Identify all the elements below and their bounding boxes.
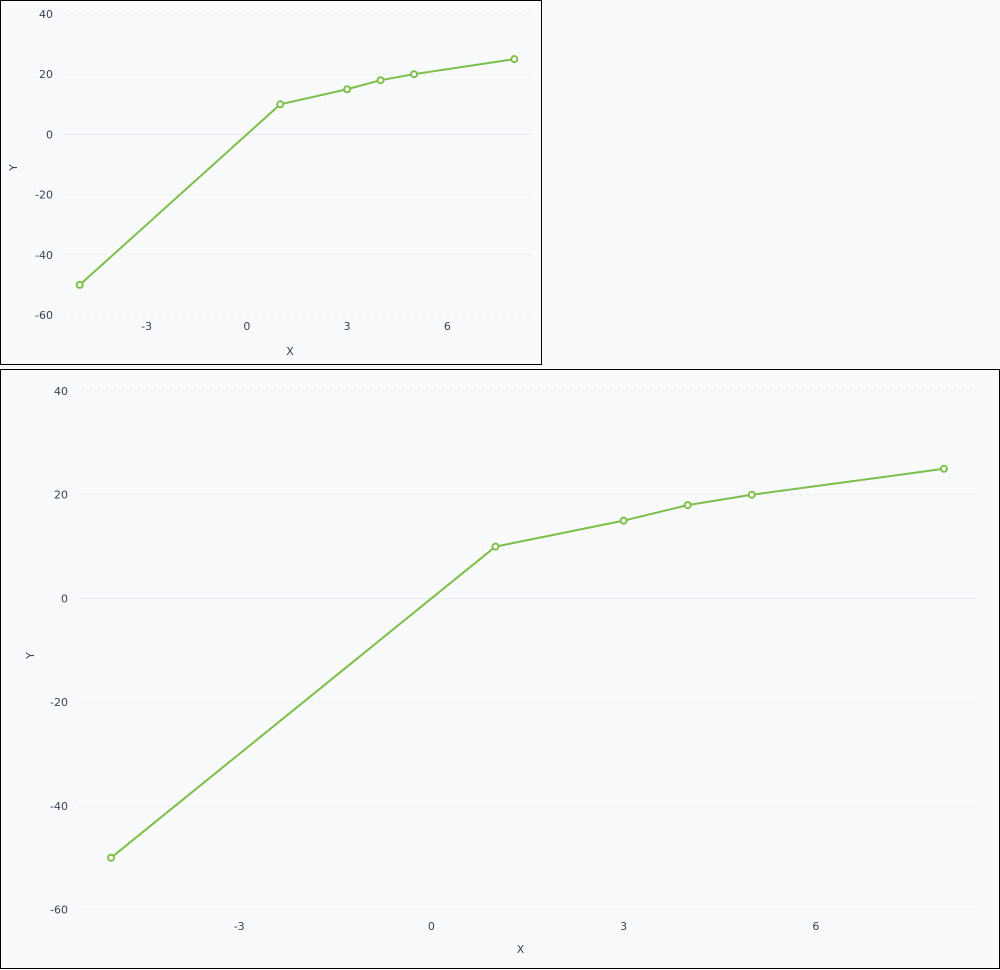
top-data-point[interactable]: [376, 76, 385, 85]
bottom-series-line: [110, 467, 945, 859]
bottom-x-tick-label: 3: [620, 920, 627, 933]
bottom-x-tick-label: 6: [812, 920, 819, 933]
top-x-tick-label: -3: [141, 320, 152, 333]
top-series-line: [78, 58, 516, 286]
bottom-x-axis-label: X: [517, 943, 525, 956]
top-y-tick-label: 0: [46, 128, 53, 141]
bottom-x-tick-label: -3: [234, 920, 245, 933]
bottom-y-tick-label: 0: [61, 592, 68, 605]
bottom-y-tick-label: -20: [50, 696, 68, 709]
line-chart-top: -60 -40 -20 0 20 40 -3 0 3 6 X Y: [7, 8, 531, 358]
bottom-data-point[interactable]: [619, 516, 628, 525]
top-data-point[interactable]: [510, 55, 519, 64]
top-x-tick-label: 6: [444, 320, 451, 333]
bottom-data-point[interactable]: [683, 501, 692, 510]
bottom-data-point[interactable]: [939, 464, 948, 473]
top-y-tick-label: -20: [35, 189, 53, 202]
top-data-point[interactable]: [410, 70, 418, 79]
line-chart-bottom: -60 -40 -20 0 20 40 -3 0 3 6 X Y: [24, 385, 976, 956]
top-data-point[interactable]: [343, 85, 352, 94]
bottom-data-point[interactable]: [107, 853, 116, 862]
top-x-tick-label: 0: [243, 320, 250, 333]
top-y-tick-label: 20: [39, 68, 53, 81]
top-y-tick-label: 40: [39, 8, 53, 21]
bottom-data-point[interactable]: [747, 490, 756, 499]
bottom-y-tick-label: 40: [54, 385, 68, 398]
bottom-y-tick-label: 20: [54, 489, 68, 502]
top-y-tick-label: -40: [35, 249, 53, 262]
bottom-y-tick-label: -40: [50, 800, 68, 813]
top-data-point[interactable]: [75, 280, 84, 289]
top-y-axis-label: Y: [7, 164, 20, 172]
bottom-data-point[interactable]: [491, 542, 500, 551]
top-x-axis-label: X: [286, 345, 294, 358]
bottom-x-tick-label: 0: [428, 920, 435, 933]
bottom-y-tick-label: -60: [50, 904, 68, 917]
bottom-y-axis-label: Y: [24, 652, 37, 660]
chart-panel-top: -60 -40 -20 0 20 40 -3 0 3 6 X Y: [0, 0, 542, 365]
top-data-point[interactable]: [276, 100, 285, 109]
top-y-tick-label: -60: [35, 309, 53, 322]
chart-panel-bottom: -60 -40 -20 0 20 40 -3 0 3 6 X Y: [0, 369, 1000, 969]
top-x-tick-label: 3: [344, 320, 351, 333]
